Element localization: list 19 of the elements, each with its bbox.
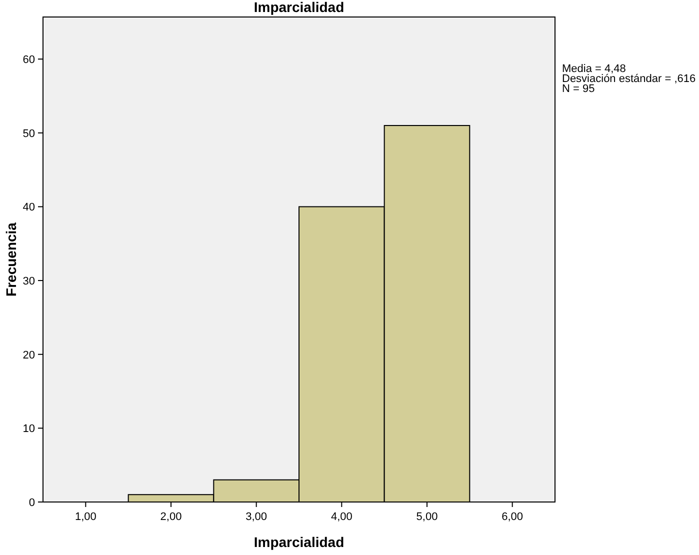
x-tick-label: 2,00 <box>160 511 182 523</box>
y-tick-label: 30 <box>22 276 35 288</box>
x-tick-label: 1,00 <box>74 511 96 523</box>
text: Media = 4,48 <box>562 63 626 75</box>
y-tick-label: 10 <box>22 423 35 436</box>
y-axis-title: Frecuencia <box>3 222 19 296</box>
y-tick-label: 50 <box>22 128 35 140</box>
x-tick-label: 3,00 <box>246 511 268 523</box>
text: Desviación estándar = ,616 <box>562 73 696 85</box>
x-axis-title: Imparcialidad <box>254 534 344 550</box>
x-tick-label: 4,00 <box>330 511 352 523</box>
text: N = 95 <box>562 83 595 95</box>
x-tick-label: 6,00 <box>502 511 524 523</box>
y-tick-label: 40 <box>22 202 35 214</box>
chart-title: Imparcialidad <box>254 0 344 15</box>
y-tick-label: 20 <box>22 349 35 362</box>
y-tick-label: 60 <box>22 54 35 66</box>
x-tick-label: 5,00 <box>416 511 438 523</box>
y-tick-label: 0 <box>28 497 35 509</box>
